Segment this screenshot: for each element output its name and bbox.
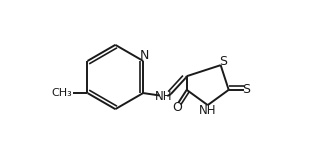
Text: N: N	[139, 49, 149, 62]
Text: S: S	[242, 83, 250, 96]
Text: CH₃: CH₃	[52, 88, 72, 98]
Text: NH: NH	[199, 104, 217, 117]
Text: NH: NH	[154, 90, 172, 103]
Text: S: S	[219, 55, 227, 68]
Text: O: O	[172, 101, 182, 114]
